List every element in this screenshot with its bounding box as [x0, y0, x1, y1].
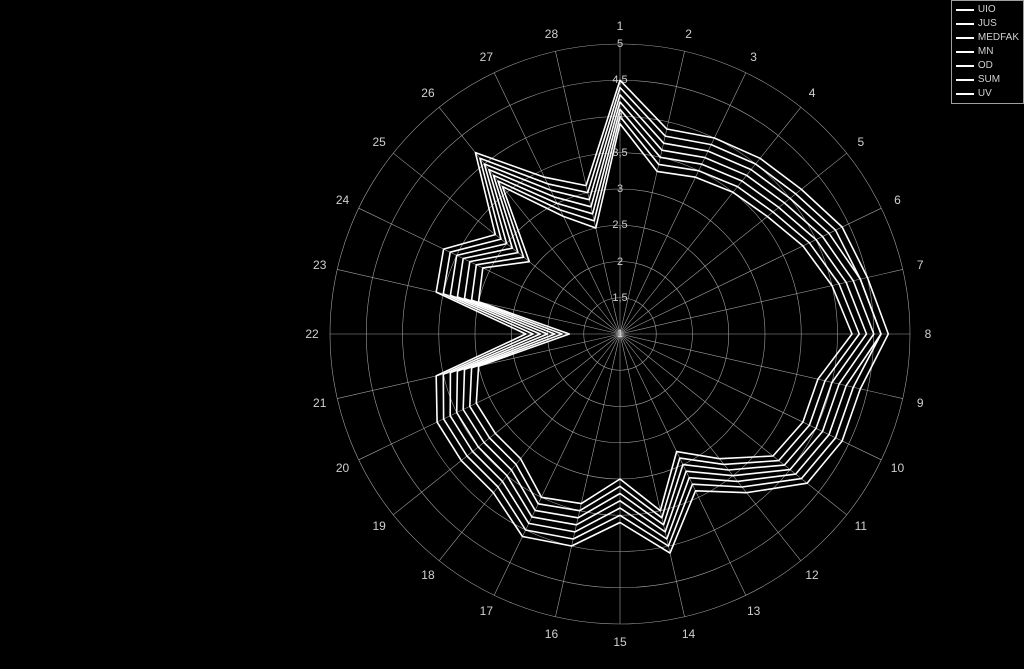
legend-item: MEDFAK	[956, 31, 1019, 45]
axis-label: 17	[480, 604, 493, 618]
legend-swatch	[956, 9, 974, 11]
axis-label: 10	[891, 461, 904, 475]
legend-swatch	[956, 23, 974, 25]
axis-label: 4	[809, 86, 816, 100]
radial-tick-label: 5	[617, 38, 623, 50]
radial-tick-label: 1,5	[612, 292, 627, 304]
legend-label: JUS	[978, 17, 997, 31]
axis-label: 12	[805, 568, 818, 582]
axis-label: 15	[613, 635, 626, 649]
axis-label: 1	[617, 19, 624, 33]
legend-label: UIO	[978, 3, 996, 17]
legend-item: OD	[956, 59, 1019, 73]
legend-label: UV	[978, 87, 992, 101]
axis-label: 16	[545, 627, 558, 641]
radar-chart-container: UIO JUS MEDFAK MN OD SUM UV 123456789101…	[0, 0, 1024, 669]
legend-swatch	[956, 79, 974, 81]
legend-label: OD	[978, 59, 993, 73]
axis-label: 7	[917, 258, 924, 272]
axis-label: 2	[685, 27, 692, 41]
legend-swatch	[956, 51, 974, 53]
radial-tick-label: 4,5	[612, 74, 627, 86]
axis-label: 11	[855, 519, 867, 533]
radial-tick-label: 3	[617, 183, 623, 195]
legend-swatch	[956, 37, 974, 39]
axis-label: 13	[747, 604, 760, 618]
legend-item: SUM	[956, 73, 1019, 87]
legend-item: JUS	[956, 17, 1019, 31]
axis-label: 18	[421, 568, 434, 582]
axis-label: 20	[336, 461, 349, 475]
axis-label: 5	[857, 135, 864, 149]
axis-label: 23	[313, 258, 326, 272]
axis-label: 14	[682, 627, 695, 641]
radial-tick-label: 4	[617, 111, 623, 123]
legend-swatch	[956, 93, 974, 95]
axis-label: 21	[313, 396, 326, 410]
radial-tick-label: 3,5	[612, 147, 627, 159]
axis-label: 3	[750, 50, 757, 64]
legend-item: UV	[956, 87, 1019, 101]
radar-chart	[0, 0, 1024, 669]
legend-item: UIO	[956, 3, 1019, 17]
legend-label: SUM	[978, 73, 1000, 87]
axis-label: 19	[373, 519, 386, 533]
axis-label: 26	[421, 86, 434, 100]
axis-label: 9	[917, 396, 924, 410]
axis-label: 6	[894, 193, 901, 207]
radial-tick-label: 1	[617, 328, 623, 340]
legend-label: MN	[978, 45, 994, 59]
axis-label: 22	[305, 327, 318, 341]
axis-label: 28	[545, 27, 558, 41]
legend: UIO JUS MEDFAK MN OD SUM UV	[951, 0, 1024, 104]
legend-label: MEDFAK	[978, 31, 1019, 45]
axis-label: 24	[336, 193, 349, 207]
axis-label: 25	[373, 135, 386, 149]
legend-swatch	[956, 65, 974, 67]
radial-tick-label: 2	[617, 256, 623, 268]
axis-label: 27	[480, 50, 493, 64]
axis-label: 8	[925, 327, 932, 341]
legend-item: MN	[956, 45, 1019, 59]
radial-tick-label: 2,5	[612, 219, 627, 231]
